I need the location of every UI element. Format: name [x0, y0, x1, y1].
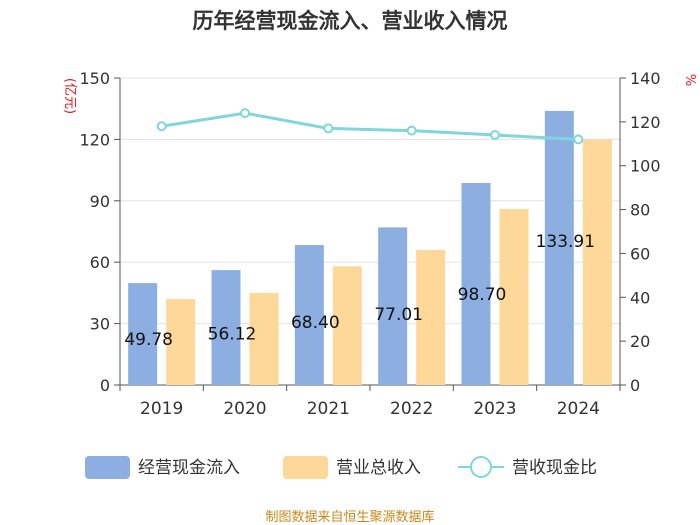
bar-revenue — [499, 208, 529, 385]
data-label-cash-inflow: 98.70 — [458, 285, 507, 305]
right-tick-label: 60 — [630, 244, 650, 263]
data-label-cash-inflow: 49.78 — [124, 330, 173, 350]
bar-revenue — [416, 249, 446, 385]
bar-cash-inflow — [378, 227, 408, 385]
data-label-cash-inflow: 77.01 — [374, 305, 423, 325]
right-tick-label: 140 — [630, 69, 661, 88]
bar-revenue — [166, 299, 196, 385]
bar-cash-inflow — [461, 182, 491, 385]
data-label-cash-inflow: 133.91 — [536, 232, 595, 252]
bar-revenue — [332, 266, 362, 385]
legend-ratio-swatch-marker — [470, 456, 492, 478]
bar-cash-inflow — [544, 110, 574, 385]
right-tick-label: 100 — [630, 157, 661, 176]
x-tick-label: 2023 — [473, 399, 516, 419]
legend-cash-inflow-label: 经营现金流入 — [138, 458, 240, 478]
right-tick-label: 0 — [630, 376, 640, 395]
right-tick-label: 20 — [630, 332, 650, 351]
x-tick-label: 2021 — [307, 399, 350, 419]
x-tick-label: 2024 — [557, 399, 600, 419]
legend-revenue-swatch — [283, 456, 328, 479]
line-cash-revenue-ratio — [161, 111, 579, 141]
left-tick-label: 60 — [90, 253, 110, 272]
left-tick-label: 0 — [100, 376, 110, 395]
data-label-cash-inflow: 56.12 — [208, 324, 257, 344]
data-label-cash-inflow: 68.40 — [291, 313, 340, 333]
point-cash-revenue-ratio — [490, 130, 500, 141]
bar-revenue — [249, 292, 279, 385]
x-tick-label: 2019 — [140, 399, 183, 419]
right-tick-label: 80 — [630, 201, 650, 220]
right-axis-unit: % — [682, 74, 697, 86]
x-tick-label: 2022 — [390, 399, 433, 419]
bar-revenue — [582, 139, 612, 385]
left-tick-label: 120 — [79, 130, 110, 149]
right-tick-label: 40 — [630, 288, 650, 307]
point-cash-revenue-ratio — [573, 134, 584, 145]
bar-cash-inflow — [294, 245, 324, 385]
source-note: 制图数据来自恒生聚源数据库 — [265, 509, 434, 525]
bar-cash-inflow — [211, 270, 241, 385]
point-cash-revenue-ratio — [406, 125, 417, 136]
left-tick-label: 90 — [90, 192, 110, 211]
left-tick-label: 150 — [79, 69, 110, 88]
legend-revenue-label: 营业总收入 — [336, 458, 421, 478]
point-cash-revenue-ratio — [240, 108, 250, 119]
x-tick-label: 2020 — [223, 399, 266, 419]
point-cash-revenue-ratio — [323, 123, 334, 134]
bar-cash-inflow — [128, 283, 158, 385]
right-tick-label: 120 — [630, 113, 661, 132]
chart-title: 历年经营现金流入、营业收入情况 — [193, 9, 508, 33]
legend-cash-inflow-swatch — [85, 456, 130, 479]
left-axis-unit: (亿元) — [62, 78, 77, 114]
left-tick-label: 30 — [90, 315, 110, 334]
point-cash-revenue-ratio — [156, 121, 167, 132]
legend-ratio-label: 营收现金比 — [512, 458, 597, 478]
